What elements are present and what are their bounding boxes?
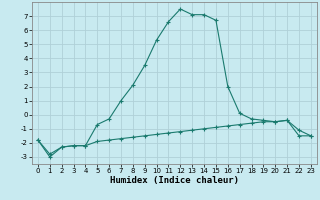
X-axis label: Humidex (Indice chaleur): Humidex (Indice chaleur) <box>110 176 239 185</box>
